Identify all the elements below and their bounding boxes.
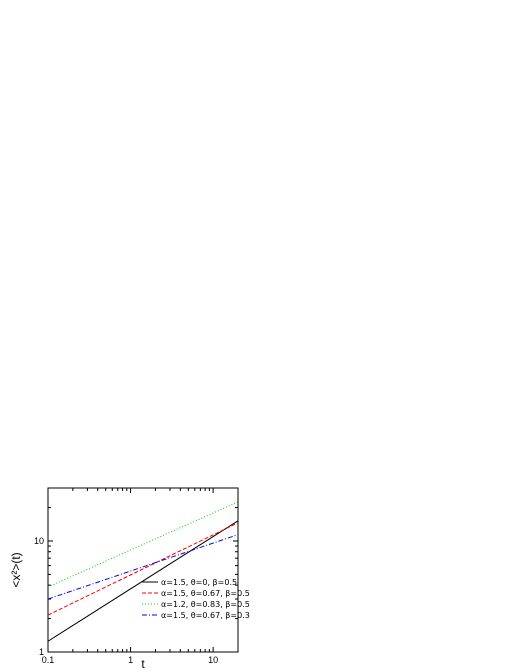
- x-tick-label: 10: [208, 655, 218, 665]
- y-tick-label: 1: [39, 647, 44, 657]
- y-axis-label: <x²>(t): [9, 552, 23, 587]
- legend-label-3: α=1.2, θ=0.83, β=0.5: [161, 600, 250, 609]
- plot-frame: [47, 487, 239, 653]
- series-line-4: [47, 534, 239, 600]
- y-tick-label: 10: [34, 536, 44, 546]
- series-line-1: [47, 520, 239, 642]
- legend-label-4: α=1.5, θ=0.67, β=0.3: [161, 611, 250, 620]
- series-line-2: [47, 522, 239, 616]
- series-lines: [47, 501, 239, 642]
- legend-label-1: α=1.5, θ=0, β=0.5: [161, 578, 237, 587]
- x-tick-label: 0.1: [42, 655, 55, 665]
- legend: α=1.5, θ=0, β=0.5 α=1.5, θ=0.67, β=0.5 α=1…: [142, 578, 250, 620]
- x-tick-label: 1: [128, 655, 133, 665]
- legend-label-2: α=1.5, θ=0.67, β=0.5: [161, 589, 250, 598]
- x-axis-label: t: [141, 657, 145, 670]
